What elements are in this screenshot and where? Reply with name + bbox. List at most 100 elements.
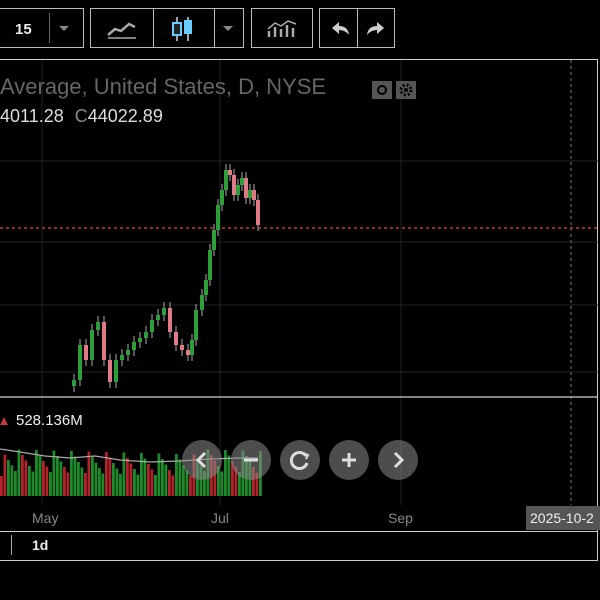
zoom-out-button[interactable] <box>231 440 271 480</box>
symbol-title: Average, United States, D, NYSE <box>0 74 416 100</box>
volume-bar <box>31 471 35 496</box>
volume-bar <box>199 465 203 496</box>
volume-bars <box>0 449 262 496</box>
volume-bar <box>252 467 255 496</box>
volume-bar <box>129 463 133 496</box>
candle <box>224 164 228 196</box>
volume-bar <box>126 458 129 496</box>
candlestick-icon[interactable] <box>171 15 195 43</box>
candle <box>126 344 130 361</box>
candle <box>204 274 208 301</box>
volume-bar <box>28 466 31 496</box>
volume-bar <box>70 451 73 496</box>
volume-bar <box>63 467 66 496</box>
volume-bar <box>10 465 14 496</box>
volume-bar <box>14 471 17 496</box>
volume-bar <box>164 464 168 496</box>
candle <box>114 354 118 388</box>
x-tick-may: May <box>32 510 59 526</box>
candle <box>232 169 236 201</box>
volume-bar <box>147 464 150 496</box>
reset-icon <box>289 451 310 470</box>
candle <box>180 339 184 356</box>
crosshair-date-label: 2025-10-2 <box>526 506 600 530</box>
candle <box>72 374 76 392</box>
chevron-down-icon[interactable] <box>221 23 235 33</box>
candle <box>200 289 204 316</box>
x-tick-jul: Jul <box>211 510 229 526</box>
candle <box>78 339 82 386</box>
candle <box>256 194 260 231</box>
volume-bar <box>84 473 87 496</box>
scroll-left-button[interactable] <box>182 440 222 480</box>
price-candles <box>72 164 260 392</box>
volume-bar <box>45 466 49 496</box>
candle <box>132 336 136 356</box>
volume-bar <box>238 472 241 496</box>
chevron-down-icon[interactable] <box>57 23 71 33</box>
candle <box>216 199 220 236</box>
candle <box>208 244 212 286</box>
zoom-out-icon <box>244 458 258 462</box>
interval-selector[interactable]: 15 <box>0 8 84 48</box>
zoom-in-icon <box>342 453 356 467</box>
candle <box>96 316 100 336</box>
volume-bar <box>227 455 231 496</box>
indicators-button[interactable] <box>251 8 313 48</box>
interval-button-1d[interactable]: 1d <box>32 537 49 553</box>
volume-bar <box>56 456 59 496</box>
gear-icon[interactable] <box>396 81 416 99</box>
volume-bar <box>21 455 24 496</box>
volume-bar <box>38 455 42 496</box>
close-prefix: C <box>74 106 88 126</box>
grid <box>0 60 598 505</box>
cursor-marker <box>11 535 12 555</box>
volume-bar <box>17 449 21 496</box>
chart-frame <box>0 59 598 561</box>
volume-bar <box>52 450 56 496</box>
volume-bar <box>154 475 157 496</box>
candle <box>144 326 148 344</box>
volume-bar <box>35 450 38 496</box>
volume-bar <box>175 454 178 496</box>
candle <box>240 172 244 191</box>
volume-bar <box>189 476 192 496</box>
volume-bar <box>136 474 140 496</box>
volume-bar <box>157 453 161 496</box>
volume-bar <box>80 467 84 496</box>
reset-button[interactable] <box>280 440 320 480</box>
eye-icon[interactable] <box>372 81 392 99</box>
volume-bar <box>185 470 189 496</box>
candle <box>90 324 94 366</box>
volume-bar <box>112 463 115 496</box>
volume-bar <box>87 451 91 496</box>
history-group <box>319 8 395 48</box>
volume-bar <box>203 471 206 496</box>
candle <box>186 344 190 361</box>
volume-bar <box>0 476 3 496</box>
volume-bar <box>224 450 227 496</box>
volume-bar <box>122 452 126 496</box>
undo-icon[interactable] <box>328 19 352 39</box>
volume-bar <box>168 470 171 496</box>
volume-bar <box>7 460 10 496</box>
bottom-divider <box>0 531 598 532</box>
volume-bar <box>213 460 217 496</box>
scroll-right-button[interactable] <box>378 440 418 480</box>
redo-icon[interactable] <box>364 19 388 39</box>
candle <box>220 184 224 211</box>
candle <box>194 304 198 346</box>
open-value: 4011.28 <box>0 106 64 126</box>
candle <box>236 179 240 201</box>
volume-bar <box>150 469 154 496</box>
ohlc-values: 4011.28 C44022.89 <box>0 106 163 127</box>
candle <box>138 332 142 348</box>
zoom-in-button[interactable] <box>329 440 369 480</box>
volume-bar <box>234 466 238 496</box>
candle <box>108 354 112 388</box>
line-chart-icon[interactable] <box>105 19 139 39</box>
volume-bar <box>94 462 98 496</box>
volume-bar <box>255 472 259 496</box>
volume-bar <box>231 461 234 496</box>
candle <box>156 309 160 326</box>
